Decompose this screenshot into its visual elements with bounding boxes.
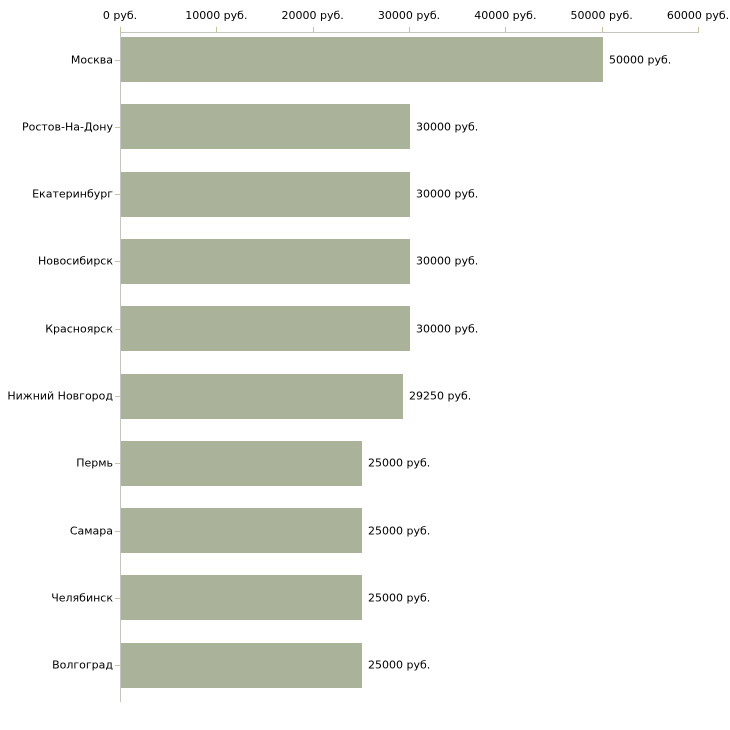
category-label: Нижний Новгород	[7, 389, 113, 403]
x-axis-tick	[120, 27, 121, 32]
category-tick	[115, 463, 120, 465]
x-axis-tick	[505, 27, 507, 32]
x-axis-tick	[312, 27, 314, 32]
value-label: 30000 руб.	[416, 322, 479, 336]
category-label: Москва	[70, 53, 113, 66]
x-axis-tick-label: 50000 руб.	[570, 9, 633, 22]
x-axis-tick-label: 10000 руб.	[185, 9, 248, 22]
category-tick	[115, 665, 120, 667]
x-axis-tick-label: 0 руб.	[102, 9, 138, 22]
x-axis-tick	[698, 27, 699, 32]
category-label: Новосибирск	[37, 254, 113, 268]
x-axis-tick	[409, 27, 410, 32]
bar	[121, 306, 410, 352]
bar	[121, 575, 362, 621]
category-tick	[115, 126, 120, 128]
x-axis-tick	[216, 27, 218, 32]
category-label: Ростов-На-Дону	[21, 120, 113, 134]
bar	[121, 238, 410, 284]
category-label: Красноярск	[45, 322, 113, 336]
x-axis-line	[120, 32, 699, 33]
value-label: 50000 руб.	[609, 53, 672, 66]
x-axis-tick	[601, 27, 603, 32]
value-label: 25000 руб.	[368, 456, 431, 470]
category-tick	[115, 59, 120, 61]
category-label: Волгоград	[52, 658, 113, 672]
bar	[121, 171, 410, 217]
value-label: 25000 руб.	[368, 524, 431, 538]
category-label: Челябинск	[51, 591, 113, 605]
bar	[121, 440, 362, 486]
x-axis-tick-label: 30000 руб.	[377, 9, 441, 22]
bar	[121, 508, 362, 554]
category-tick	[115, 396, 120, 397]
value-label: 30000 руб.	[416, 120, 479, 134]
value-label: 25000 руб.	[368, 658, 431, 672]
value-label: 25000 руб.	[368, 591, 431, 605]
category-tick	[115, 597, 120, 599]
category-tick	[115, 194, 120, 196]
x-axis-tick-label: 60000 руб.	[666, 9, 730, 22]
category-label: Самара	[69, 524, 113, 538]
value-label: 29250 руб.	[409, 389, 472, 403]
y-axis-line	[120, 32, 121, 702]
bar	[121, 642, 362, 688]
bar	[121, 37, 603, 82]
value-label: 30000 руб.	[416, 187, 479, 201]
category-tick	[115, 328, 120, 330]
value-label: 30000 руб.	[416, 254, 479, 268]
category-label: Екатеринбург	[32, 187, 113, 201]
bar	[121, 104, 410, 150]
x-axis-tick-label: 20000 руб.	[281, 9, 344, 22]
bar	[121, 373, 403, 419]
category-label: Пермь	[76, 456, 113, 470]
category-tick	[115, 530, 120, 532]
x-axis-tick-label: 40000 руб.	[474, 9, 537, 22]
category-tick	[115, 261, 120, 263]
